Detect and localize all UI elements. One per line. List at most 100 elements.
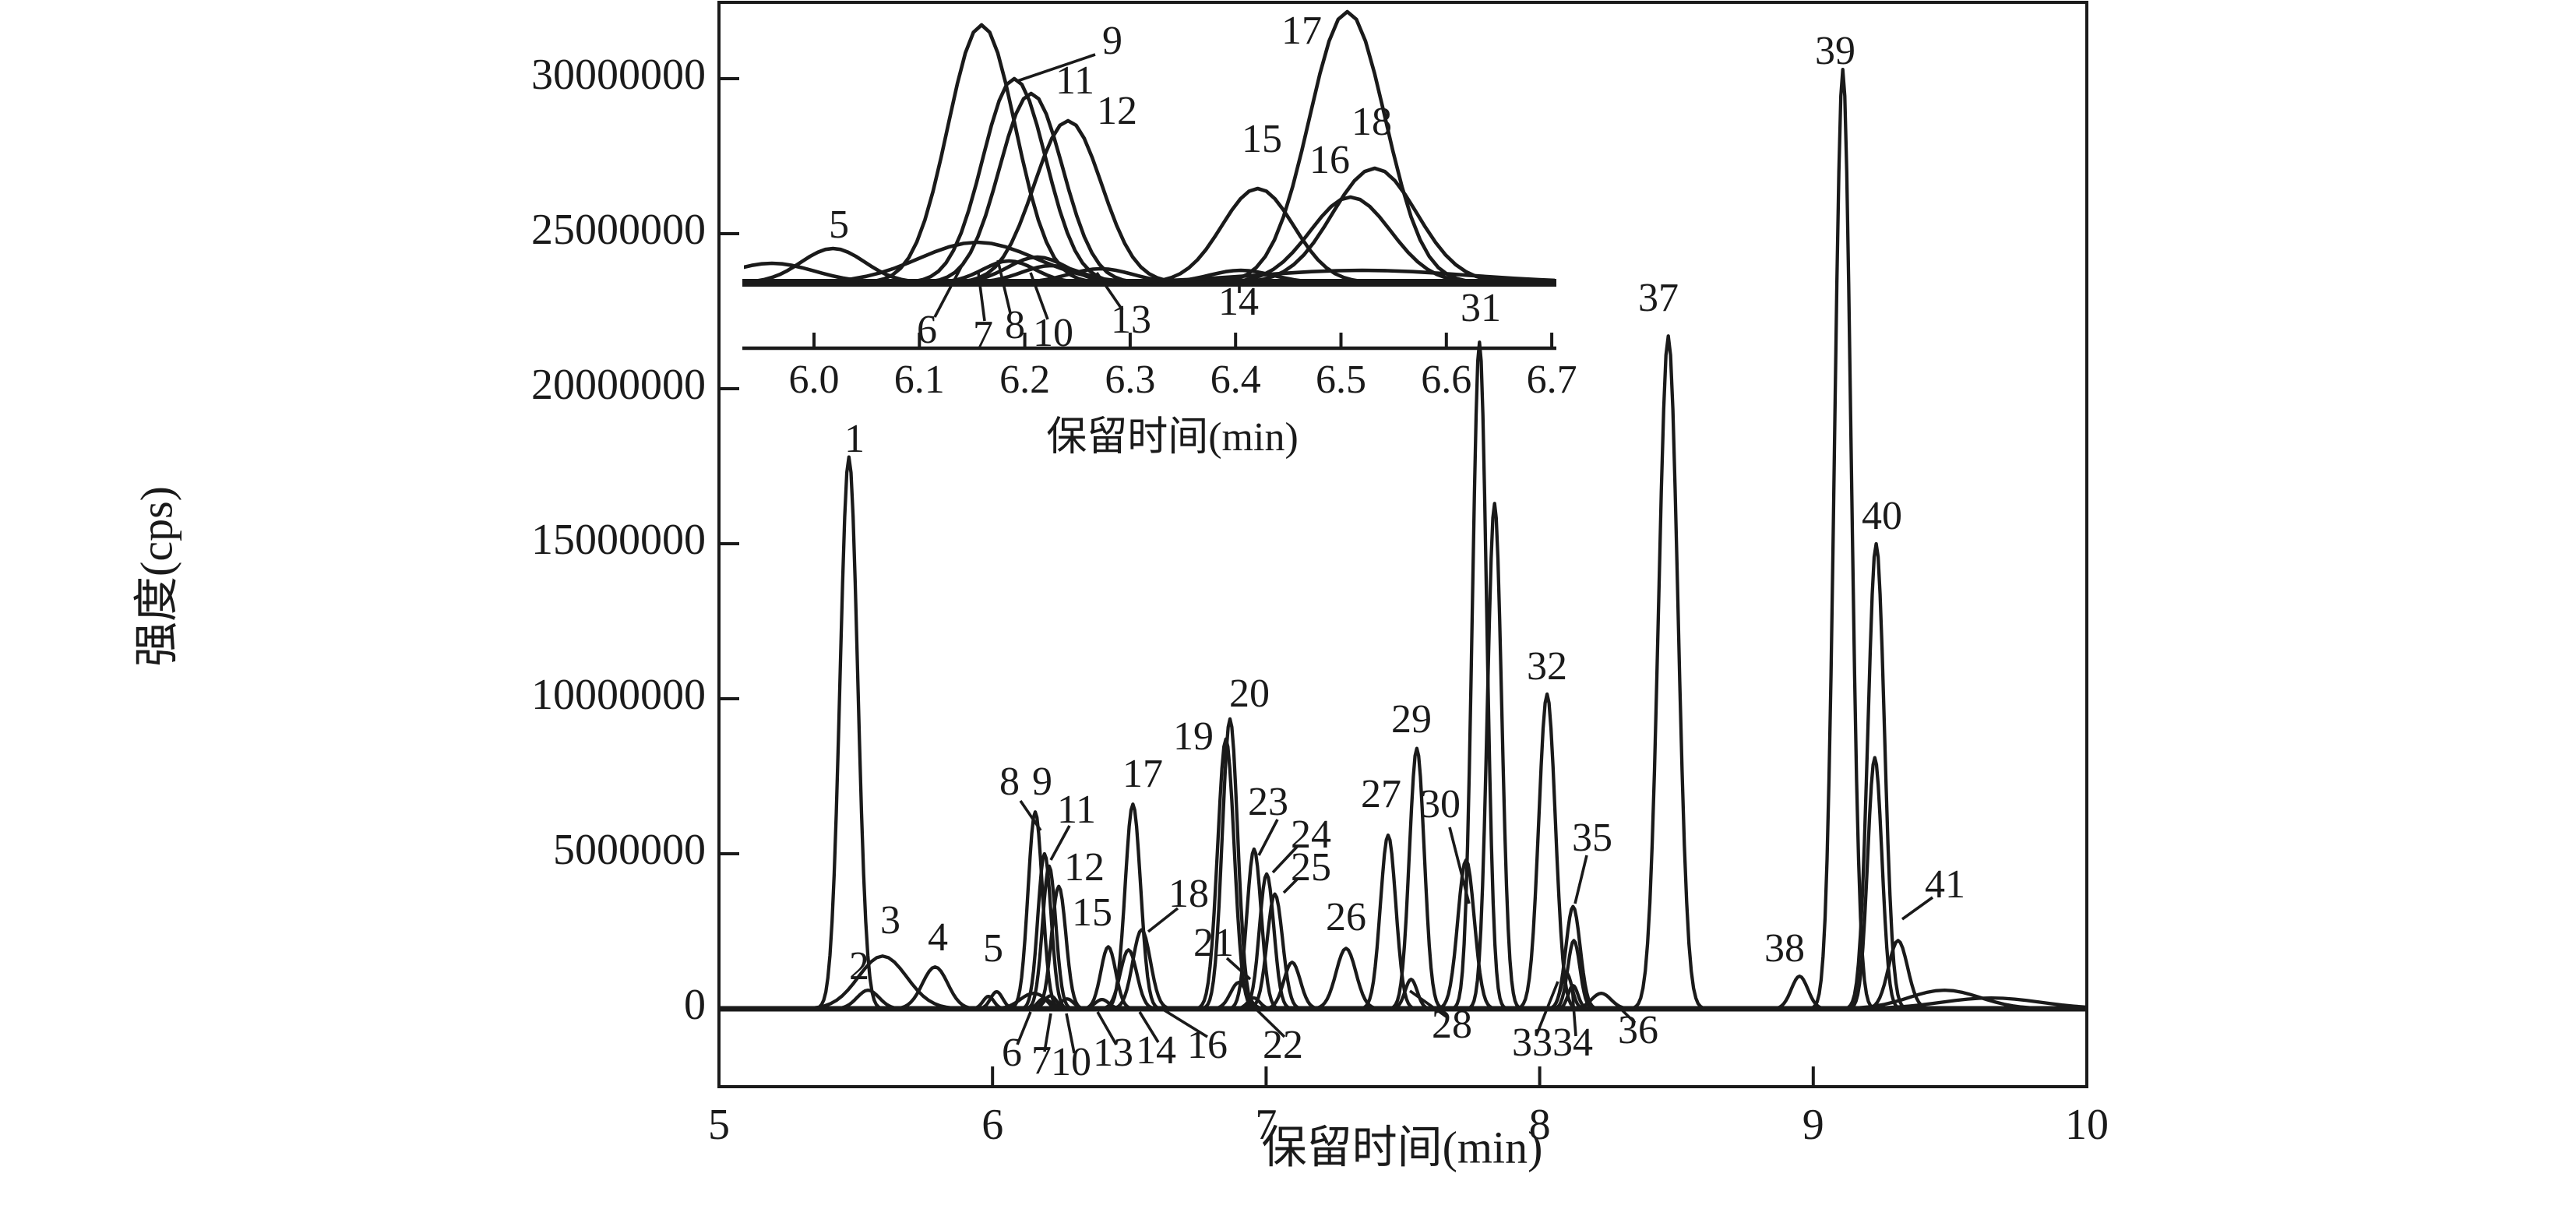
- main-peak-leader-33: [1535, 981, 1559, 1037]
- main-unlabeled-curve-33: [1467, 502, 1522, 1010]
- inset-peak-leader-10: [1029, 272, 1049, 320]
- main-peak-label-28: 28: [1432, 1003, 1472, 1047]
- inset-chart: 6.0 6.1 6.2 6.3 6.4 6.5 6.6 6.7 保留时间(min) 5 6 7 8 9 10…: [742, 9, 1577, 460]
- main-peak-leader-7: [1043, 1013, 1052, 1052]
- inset-curves-layer: [744, 9, 1555, 285]
- inset-x-tick-label: 6.0: [789, 358, 840, 402]
- main-peak-label-33: 33: [1512, 1020, 1552, 1065]
- main-peak-curve-23: [1226, 847, 1281, 1010]
- main-peak-label-3: 3: [880, 898, 900, 943]
- inset-peak-curve-16: [1204, 195, 1497, 285]
- x-axis-tick-label: 8: [1529, 1101, 1551, 1149]
- inset-x-tick-label: 6.5: [1316, 358, 1366, 402]
- inset-peak-curve-17: [1209, 9, 1486, 284]
- main-peak-curve-40: [1845, 541, 1908, 1010]
- main-peak-label-22: 22: [1263, 1023, 1303, 1067]
- main-peak-label-10: 10: [1051, 1040, 1091, 1084]
- inset-x-tick-label: 6.3: [1105, 358, 1155, 402]
- main-peak-curve-31: [1452, 340, 1507, 1010]
- inset-peak-label-10: 10: [1033, 311, 1073, 355]
- main-peak-leader-13: [1096, 1011, 1118, 1045]
- inset-x-tick-label: 6.2: [999, 358, 1050, 402]
- main-peak-leader-34: [1570, 985, 1577, 1037]
- main-peak-curve-1: [816, 455, 883, 1010]
- main-peak-label-8: 8: [999, 760, 1020, 804]
- main-peak-curve-9: [1019, 851, 1070, 1010]
- inset-peak-label-16: 16: [1309, 138, 1350, 182]
- main-peak-leader-22: [1255, 1008, 1286, 1038]
- inset-peak-label-12: 12: [1097, 89, 1137, 133]
- y-axis-title: 强度(cps): [131, 486, 181, 667]
- main-unlabeled-curve-38: [1550, 939, 1598, 1011]
- y-axis-tick-label: 10000000: [531, 671, 706, 719]
- main-peak-leader-21: [1225, 957, 1252, 981]
- main-peak-label-11: 11: [1057, 788, 1096, 832]
- main-peak-label-34: 34: [1552, 1020, 1593, 1065]
- inset-peak-curve-11: [915, 91, 1147, 284]
- main-peak-curve-37: [1632, 334, 1705, 1010]
- main-peak-label-20: 20: [1229, 671, 1270, 716]
- main-peak-label-31: 31: [1461, 286, 1501, 330]
- main-peak-label-9: 9: [1032, 760, 1052, 804]
- inset-peak-curve-12: [944, 118, 1192, 284]
- main-peak-leader-8: [1019, 799, 1042, 832]
- x-axis-title: 保留时间(min): [1262, 1122, 1543, 1172]
- y-axis-tick-label: 20000000: [531, 361, 706, 409]
- main-peak-label-38: 38: [1764, 926, 1805, 971]
- y-axis-tick-label: 5000000: [553, 826, 706, 874]
- main-peak-label-35: 35: [1572, 816, 1612, 860]
- main-peak-leader-36: [1605, 993, 1637, 1024]
- main-peak-label-39: 39: [1815, 29, 1855, 73]
- inset-peak-leader-9: [1017, 53, 1096, 83]
- main-peak-leader-23: [1257, 819, 1279, 856]
- main-peak-curve-18: [1108, 928, 1175, 1010]
- x-axis-tick-label: 10: [2065, 1101, 2109, 1149]
- main-peak-curve-24: [1239, 872, 1295, 1010]
- inset-x-tick-label: 6.4: [1210, 358, 1261, 402]
- main-peak-label-5: 5: [983, 926, 1003, 971]
- main-peak-label-21: 21: [1193, 921, 1234, 965]
- inset-peak-label-13: 13: [1111, 298, 1151, 342]
- main-peak-leader-24: [1271, 844, 1299, 874]
- main-peak-leader-6: [1016, 1011, 1032, 1045]
- inset-peak-leader-13: [1095, 271, 1124, 312]
- main-peak-leader-28: [1408, 989, 1449, 1019]
- inset-unlabeled-curve-16: [981, 268, 1555, 285]
- main-peak-leader-41: [1901, 896, 1934, 921]
- inset-peak-label-18: 18: [1351, 100, 1392, 144]
- main-peak-curve-32: [1516, 692, 1579, 1010]
- inset-peak-label-8: 8: [1005, 303, 1025, 347]
- main-peak-label-32: 32: [1527, 644, 1567, 689]
- y-axis-tick-label: 15000000: [531, 516, 706, 564]
- main-peak-label-25: 25: [1291, 845, 1331, 890]
- main-peak-label-24: 24: [1291, 812, 1331, 857]
- main-peak-leader-30: [1448, 827, 1471, 904]
- main-peak-label-29: 29: [1391, 697, 1432, 742]
- main-peak-curve-27: [1358, 833, 1418, 1010]
- main-peak-curve-26: [1309, 946, 1383, 1011]
- main-peak-leader-16: [1160, 1006, 1208, 1038]
- inset-peak-label-17: 17: [1281, 9, 1322, 53]
- inset-peak-leader-6: [933, 260, 966, 318]
- inset-peak-label-15: 15: [1242, 117, 1282, 161]
- inset-peak-label-11: 11: [1055, 58, 1094, 103]
- inset-peak-leader-8: [996, 259, 1012, 314]
- main-peak-leader-10: [1065, 1013, 1076, 1054]
- x-axis-tick-label: 6: [981, 1101, 1003, 1149]
- inset-peak-label-9: 9: [1102, 19, 1122, 63]
- inset-x-axis-title: 保留时间(min): [1046, 415, 1299, 460]
- main-peak-label-15: 15: [1072, 890, 1112, 935]
- main-peak-curve-12: [1031, 884, 1087, 1010]
- main-peak-label-26: 26: [1326, 895, 1366, 939]
- inset-x-tick-label: 6.6: [1421, 358, 1471, 402]
- main-peak-label-19: 19: [1173, 714, 1214, 759]
- y-axis-tick-label: 0: [684, 981, 706, 1029]
- inset-peak-label-14: 14: [1218, 280, 1259, 324]
- main-peak-leader-35: [1573, 855, 1588, 904]
- main-peak-label-37: 37: [1638, 276, 1679, 320]
- main-peak-label-40: 40: [1862, 494, 1902, 538]
- y-axis-tick-label: 30000000: [531, 51, 706, 99]
- main-peak-label-30: 30: [1420, 782, 1461, 827]
